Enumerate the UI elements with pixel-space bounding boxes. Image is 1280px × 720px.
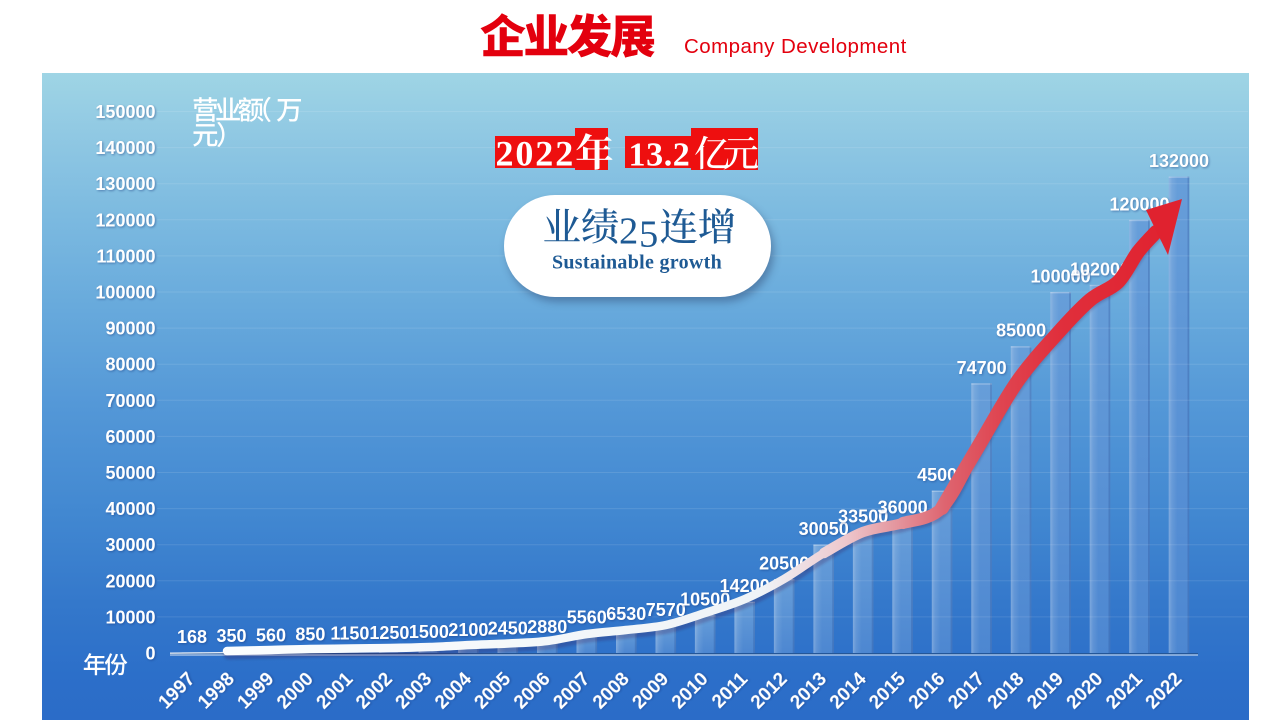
svg-text:2017: 2017 xyxy=(944,669,989,714)
svg-text:1500: 1500 xyxy=(409,622,449,642)
svg-text:36000: 36000 xyxy=(878,498,928,518)
svg-text:560: 560 xyxy=(256,626,286,646)
svg-text:85000: 85000 xyxy=(996,321,1046,341)
svg-text:2009: 2009 xyxy=(629,669,674,714)
svg-text:2011: 2011 xyxy=(708,668,752,712)
svg-text:2001: 2001 xyxy=(313,668,358,713)
svg-text:2020: 2020 xyxy=(1063,669,1108,714)
svg-text:140000: 140000 xyxy=(95,138,155,158)
svg-text:6530: 6530 xyxy=(606,604,646,624)
svg-text:2002: 2002 xyxy=(352,669,397,714)
svg-text:30050: 30050 xyxy=(799,519,849,539)
svg-text:130000: 130000 xyxy=(95,174,155,194)
svg-text:132000: 132000 xyxy=(1149,151,1209,171)
svg-text:1999: 1999 xyxy=(234,669,279,714)
svg-text:2880: 2880 xyxy=(527,617,567,637)
svg-text:2019: 2019 xyxy=(1023,669,1068,714)
svg-text:80000: 80000 xyxy=(105,355,155,375)
svg-text:2012: 2012 xyxy=(747,669,792,714)
svg-text:120000: 120000 xyxy=(95,210,155,230)
svg-text:0: 0 xyxy=(145,644,155,664)
svg-text:350: 350 xyxy=(216,626,246,646)
svg-text:2015: 2015 xyxy=(865,668,910,713)
svg-text:70000: 70000 xyxy=(105,391,155,411)
svg-text:2010: 2010 xyxy=(668,669,713,714)
svg-text:1150: 1150 xyxy=(330,623,369,643)
svg-text:40000: 40000 xyxy=(105,499,155,519)
svg-text:20000: 20000 xyxy=(105,571,155,591)
svg-text:10000: 10000 xyxy=(105,607,155,627)
svg-text:2007: 2007 xyxy=(550,669,595,714)
svg-text:150000: 150000 xyxy=(95,102,155,122)
svg-text:2100: 2100 xyxy=(448,620,488,640)
svg-text:1250: 1250 xyxy=(369,623,409,643)
svg-text:30000: 30000 xyxy=(105,535,155,555)
svg-text:60000: 60000 xyxy=(105,427,155,447)
svg-text:2005: 2005 xyxy=(471,668,516,713)
svg-text:2006: 2006 xyxy=(510,669,555,714)
svg-text:2016: 2016 xyxy=(905,669,950,714)
svg-text:1997: 1997 xyxy=(155,669,200,714)
svg-text:1998: 1998 xyxy=(194,669,239,714)
svg-text:100000: 100000 xyxy=(1031,267,1091,287)
svg-text:2008: 2008 xyxy=(589,669,634,714)
svg-text:2000: 2000 xyxy=(273,669,318,714)
svg-text:5560: 5560 xyxy=(567,607,607,627)
svg-text:100000: 100000 xyxy=(95,283,155,303)
svg-text:90000: 90000 xyxy=(105,319,155,339)
svg-text:2014: 2014 xyxy=(826,668,871,713)
svg-text:33500: 33500 xyxy=(838,507,888,527)
svg-text:110000: 110000 xyxy=(96,246,155,266)
svg-text:2021: 2021 xyxy=(1102,668,1147,713)
svg-text:102000: 102000 xyxy=(1070,259,1130,279)
svg-text:2022: 2022 xyxy=(1142,669,1187,714)
svg-text:2013: 2013 xyxy=(786,669,831,714)
svg-text:2450: 2450 xyxy=(488,619,528,639)
svg-text:850: 850 xyxy=(295,624,325,644)
svg-text:2018: 2018 xyxy=(984,669,1029,714)
svg-text:2003: 2003 xyxy=(392,669,437,714)
svg-text:2004: 2004 xyxy=(431,668,476,713)
svg-text:50000: 50000 xyxy=(105,463,155,483)
svg-text:168: 168 xyxy=(177,627,207,647)
svg-text:7570: 7570 xyxy=(646,600,686,620)
svg-text:74700: 74700 xyxy=(957,358,1007,378)
